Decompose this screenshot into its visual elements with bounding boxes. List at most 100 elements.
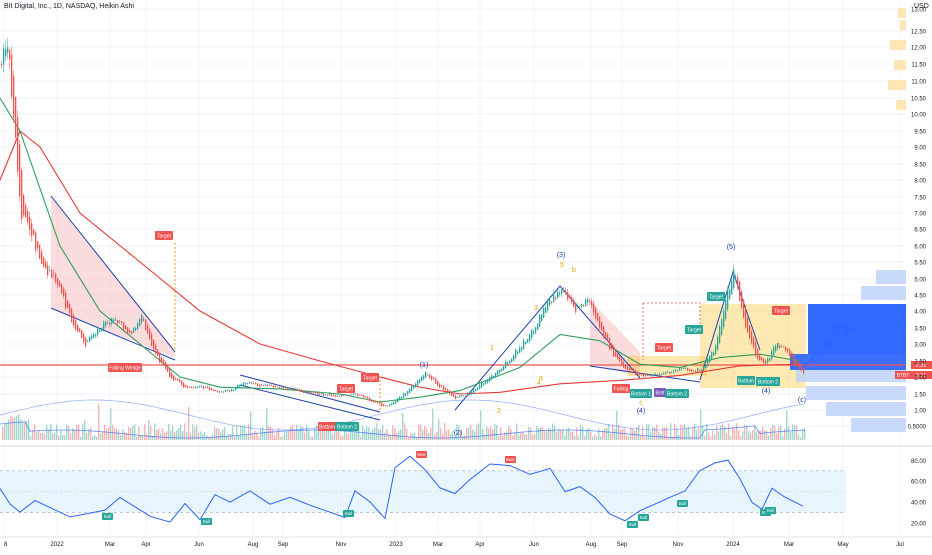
price-axis-tick: 13.00 (911, 8, 927, 14)
candle-body (119, 320, 121, 322)
volume-bar (294, 430, 296, 440)
volume-bar (768, 435, 770, 440)
annotation-tag: Bottom (318, 422, 336, 431)
volume-bar (186, 432, 188, 440)
volume-bar (170, 430, 172, 440)
volume-bar (18, 414, 20, 440)
volume-bar (464, 435, 466, 440)
volume-bar (342, 435, 344, 440)
candle-body (391, 403, 393, 406)
candle-body (285, 386, 287, 388)
volume-bar (192, 424, 194, 440)
candle-body (245, 383, 247, 385)
candle-body (201, 385, 203, 387)
volume-bar (36, 432, 38, 440)
volume-bar (360, 436, 362, 440)
annotation-tag: Bottom 2 (756, 377, 780, 386)
candle-body (567, 292, 569, 300)
candle-body (683, 367, 685, 369)
candle-body (381, 402, 383, 407)
volume-bar (580, 424, 582, 440)
annotation-tag: Falling Wedge (108, 363, 142, 372)
volume-bar (292, 424, 294, 440)
volume-bar (280, 436, 282, 440)
candle-body (751, 331, 753, 344)
candle-body (447, 389, 449, 392)
candle-body (405, 393, 407, 396)
candle-body (205, 386, 207, 388)
rsi-signal-tag: Bull (765, 507, 776, 514)
candle-body (521, 347, 523, 351)
volume-bar (560, 430, 562, 440)
rsi-signal-tag: Bull (102, 513, 113, 520)
wave-label: b (572, 267, 576, 274)
rsi-signal-text: Bear (506, 457, 515, 462)
last-price-value2-bg (911, 371, 932, 379)
annotation-tag-text: Bottom (738, 379, 754, 385)
volume-bar (716, 425, 718, 440)
volume-ma-line (0, 421, 806, 439)
volume-bar (274, 435, 276, 440)
annotation-tag-text: Target (363, 376, 378, 382)
candle-body (297, 388, 299, 390)
volume-bar (430, 427, 432, 440)
volume-bar (782, 436, 784, 440)
annotation-tag-bg (335, 422, 359, 431)
volume-bar (334, 432, 336, 440)
volume-bar (656, 424, 658, 440)
candle-body (51, 270, 53, 278)
candle-body (703, 366, 705, 371)
volume-bar (254, 430, 256, 440)
volume-bar (796, 425, 798, 440)
candle-body (101, 327, 103, 332)
volume-profile-bar (851, 418, 906, 432)
candle-body (505, 361, 507, 368)
candle-body (777, 342, 779, 349)
volume-bar (770, 427, 772, 440)
candle-body (663, 372, 665, 375)
volume-bar (340, 436, 342, 440)
candle-body (691, 370, 693, 372)
candle-body (387, 405, 389, 407)
volume-bar (258, 436, 260, 440)
volume-bar (736, 423, 738, 440)
volume-bar (424, 425, 426, 440)
volume-bar (676, 428, 678, 440)
volume-bar (194, 427, 196, 440)
volume-bar (266, 408, 268, 440)
price-axis-tick: 6.50 (914, 228, 926, 234)
candle-body (461, 395, 463, 397)
candle-body (407, 391, 409, 395)
candle-body (737, 277, 739, 287)
candle-body (421, 376, 423, 381)
candle-body (257, 383, 259, 387)
candle-body (679, 367, 681, 371)
volume-bar (602, 430, 604, 440)
volume-bar (604, 428, 606, 440)
volume-bar (208, 436, 210, 440)
candle-body (437, 381, 439, 386)
candle-body (551, 302, 553, 303)
volume-bar (712, 430, 714, 440)
candle-body (727, 289, 729, 310)
annotation-tag-text: Target (657, 346, 672, 352)
volume-bar (562, 430, 564, 440)
volume-bar (352, 426, 354, 440)
volume-bar (788, 425, 790, 440)
volume-bar (412, 433, 414, 440)
volume-bar (520, 433, 522, 440)
candle-body (383, 404, 385, 406)
candle-body (419, 379, 421, 383)
volume-bar (784, 428, 786, 440)
chart-title: BIt Digital, Inc., 1D, NASDAQ, Heikin As… (4, 3, 134, 10)
candle-body (755, 342, 757, 357)
candle-body (173, 375, 175, 381)
volume-bar (708, 432, 710, 440)
candle-body (235, 387, 237, 391)
volume-bar (556, 431, 558, 440)
volume-bar (462, 435, 464, 440)
candle-body (283, 387, 285, 389)
volume-bar (530, 427, 532, 440)
candle-body (525, 341, 527, 345)
